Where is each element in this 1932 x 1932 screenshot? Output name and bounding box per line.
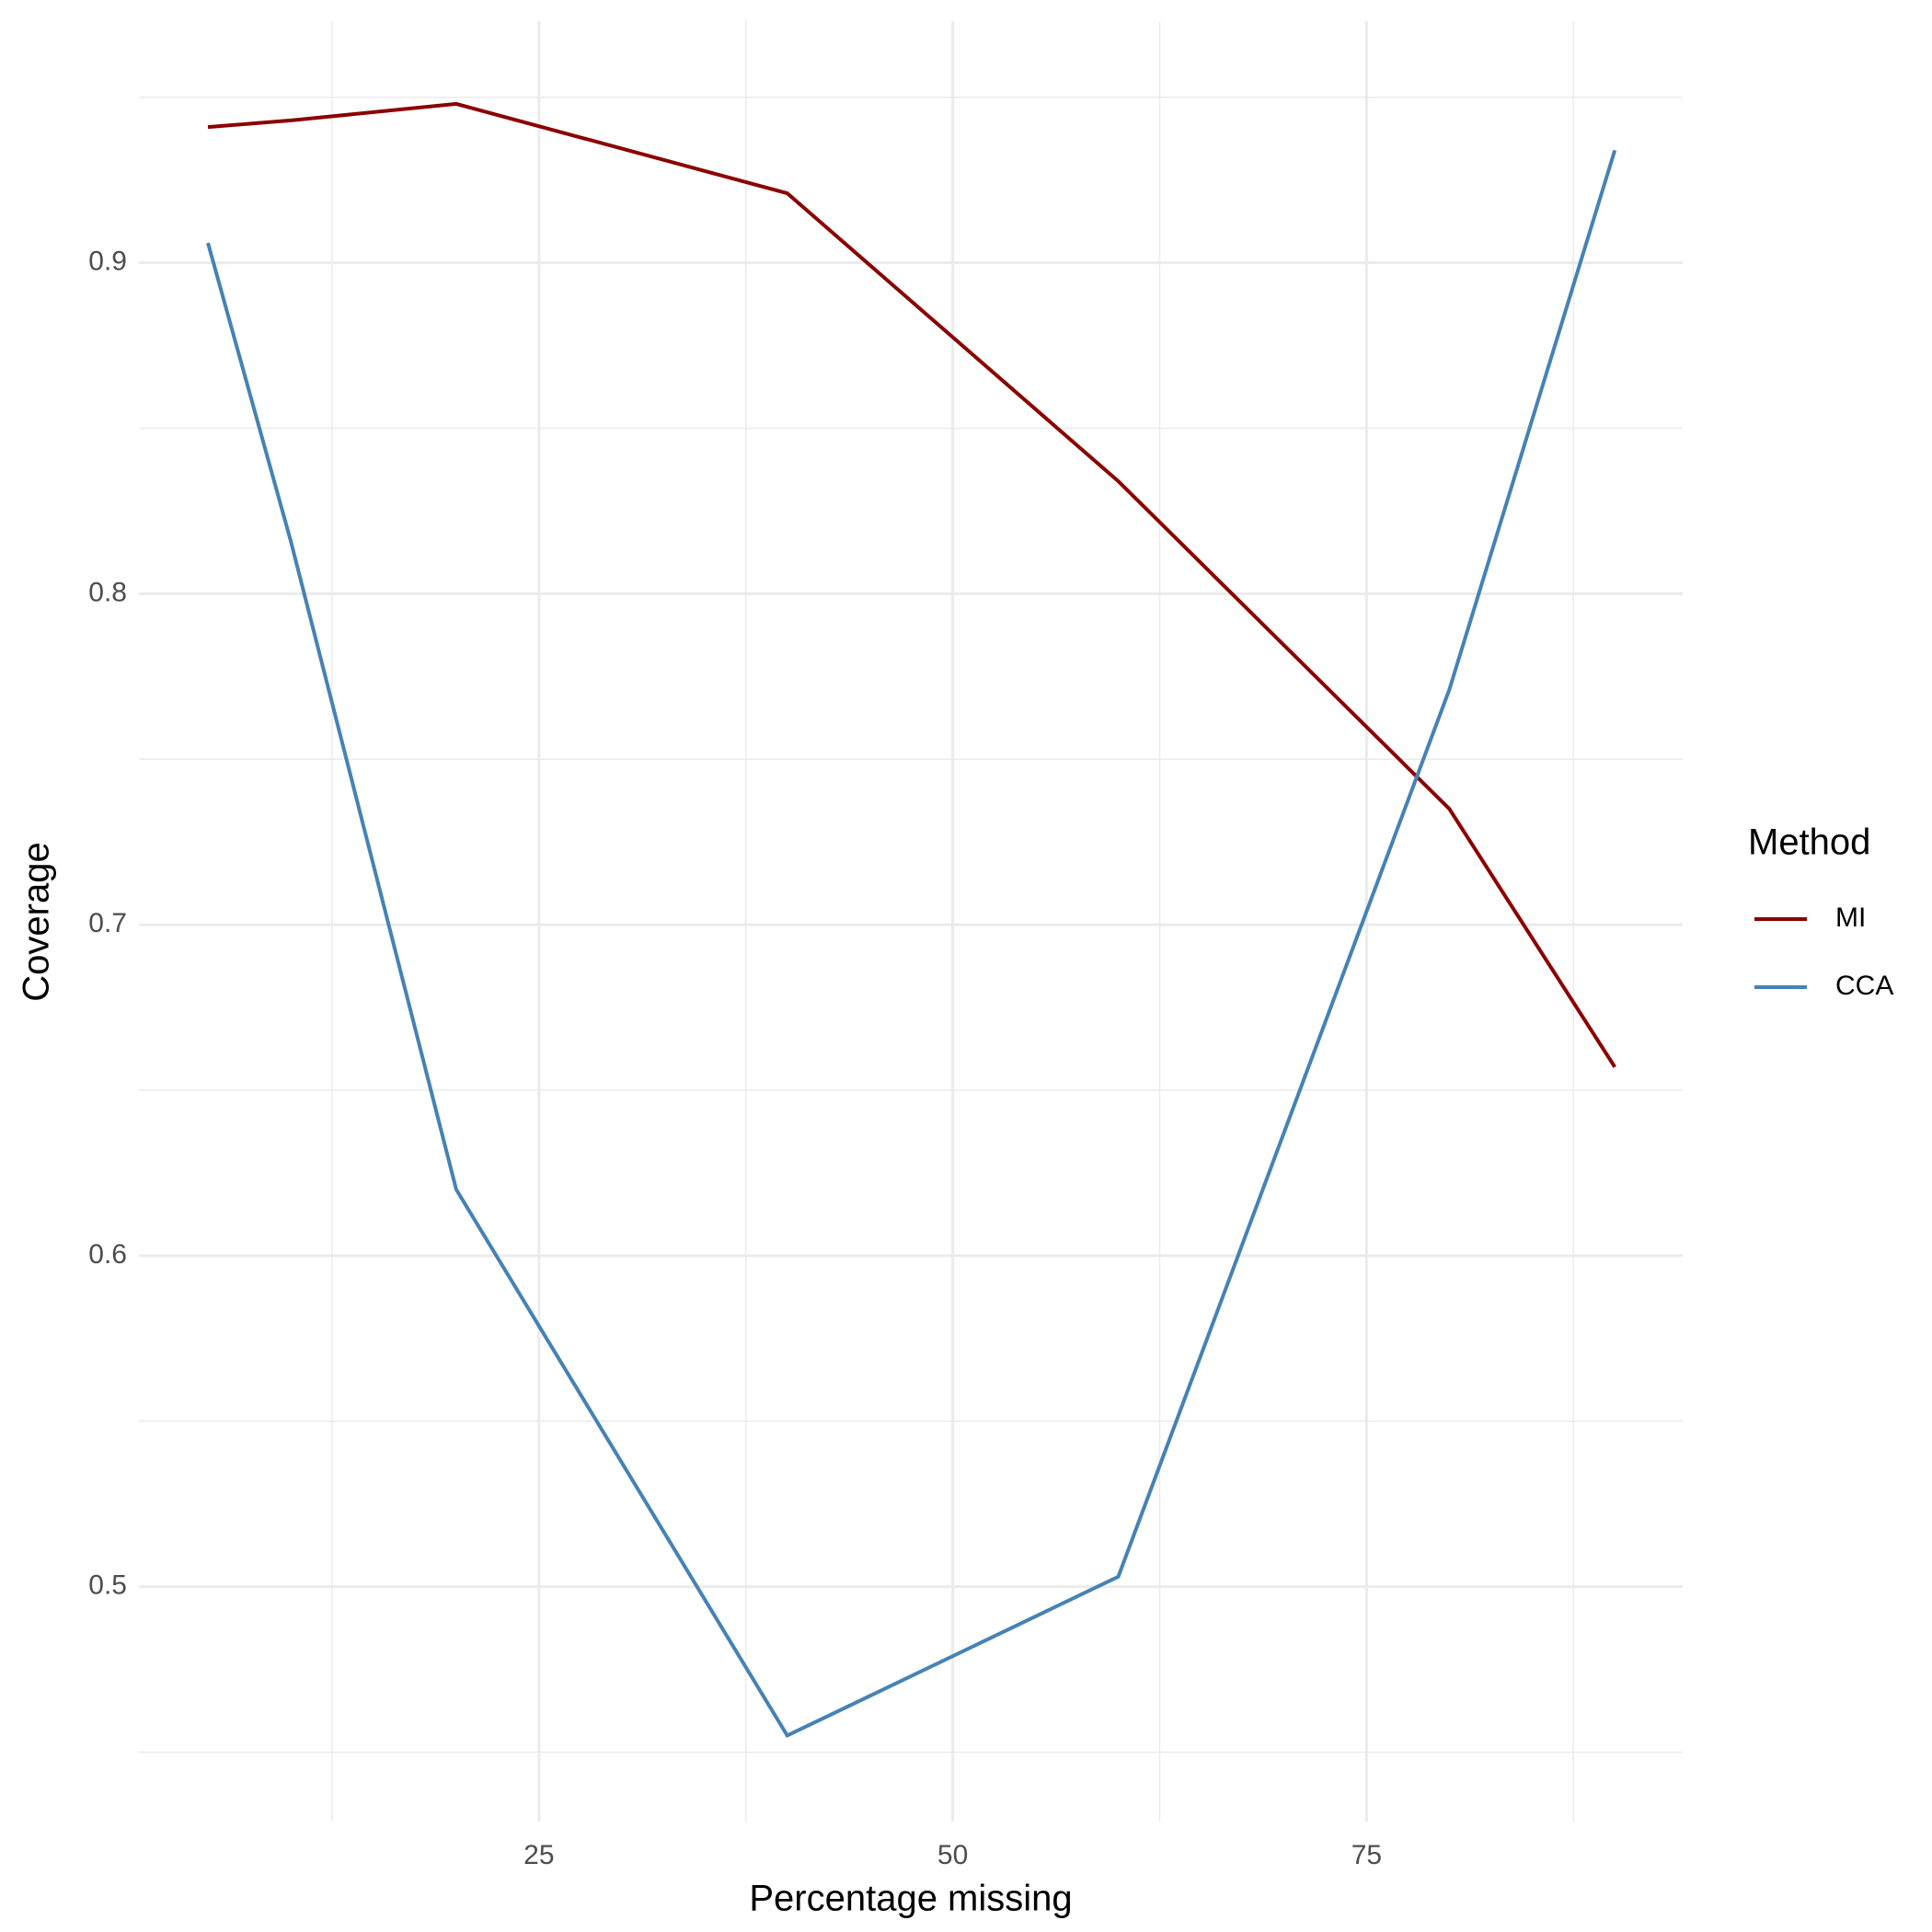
legend-label: MI bbox=[1835, 903, 1866, 933]
y-tick-label: 0.9 bbox=[88, 247, 127, 277]
series-line bbox=[206, 149, 1617, 1739]
legend-title: Method bbox=[1748, 822, 1870, 863]
y-tick-label: 0.7 bbox=[88, 908, 127, 938]
x-tick-label: 25 bbox=[523, 1840, 554, 1870]
y-tick-label: 0.6 bbox=[88, 1239, 127, 1270]
x-tick-label: 75 bbox=[1351, 1840, 1382, 1870]
x-tick-label: 50 bbox=[937, 1840, 968, 1870]
y-tick-label: 0.5 bbox=[88, 1570, 127, 1601]
y-axis-title: Coverage bbox=[17, 842, 57, 1001]
series-line bbox=[207, 101, 1616, 1068]
legend-label: CCA bbox=[1835, 971, 1893, 1001]
y-tick-label: 0.8 bbox=[88, 577, 127, 607]
x-axis-title: Percentage missing bbox=[749, 1879, 1072, 1919]
